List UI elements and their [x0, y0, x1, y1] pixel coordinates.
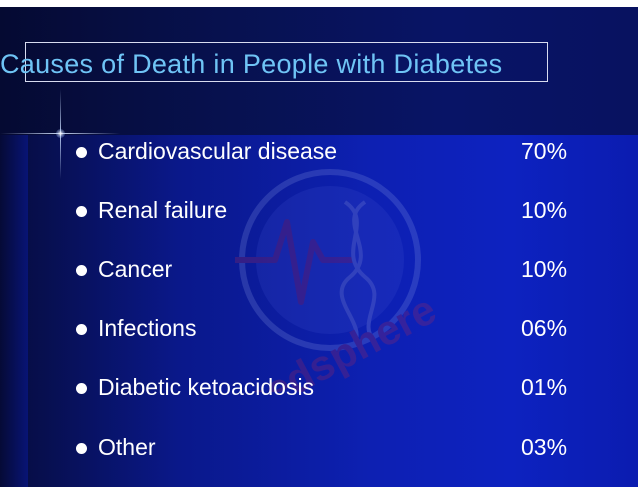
cause-label: Other: [98, 434, 156, 460]
list-item: Diabetic ketoacidosis 01%: [0, 371, 638, 403]
slide-title: Causes of Death in People with Diabetes: [0, 49, 503, 79]
slide: medsphere Causes of Death in People with…: [0, 7, 638, 487]
light-flare-center: [56, 129, 65, 138]
cause-percentage: 01%: [521, 374, 568, 400]
cause-label: Cardiovascular disease: [98, 138, 338, 164]
bullet-dot: [76, 443, 87, 454]
cause-percentage: 70%: [521, 138, 568, 164]
list-item: Infections 06%: [0, 312, 638, 344]
medsphere-watermark-logo: medsphere: [224, 169, 443, 392]
cause-label: Diabetic ketoacidosis: [98, 374, 315, 400]
causes-list: Cardiovascular disease 70% Renal failure…: [0, 7, 638, 487]
cause-percentage: 10%: [521, 256, 568, 282]
title-band: [0, 7, 638, 135]
bullet-dot: [76, 383, 87, 394]
bullet-dot: [76, 206, 87, 217]
cause-percentage: 10%: [521, 197, 568, 223]
list-item: Cancer 10%: [0, 253, 638, 285]
list-item: Other 03%: [0, 431, 638, 463]
cause-percentage: 06%: [521, 315, 568, 341]
cause-percentage: 03%: [521, 434, 568, 460]
left-accent-strip: [0, 135, 28, 487]
bullet-dot: [76, 324, 87, 335]
bullet-dot: [76, 147, 87, 158]
bullet-dot: [76, 265, 87, 276]
title-frame: [25, 42, 548, 82]
cause-label: Infections: [98, 315, 197, 341]
cause-label: Cancer: [98, 256, 173, 282]
list-item: Renal failure 10%: [0, 194, 638, 226]
list-item: Cardiovascular disease 70%: [0, 135, 638, 167]
cause-label: Renal failure: [98, 197, 228, 223]
